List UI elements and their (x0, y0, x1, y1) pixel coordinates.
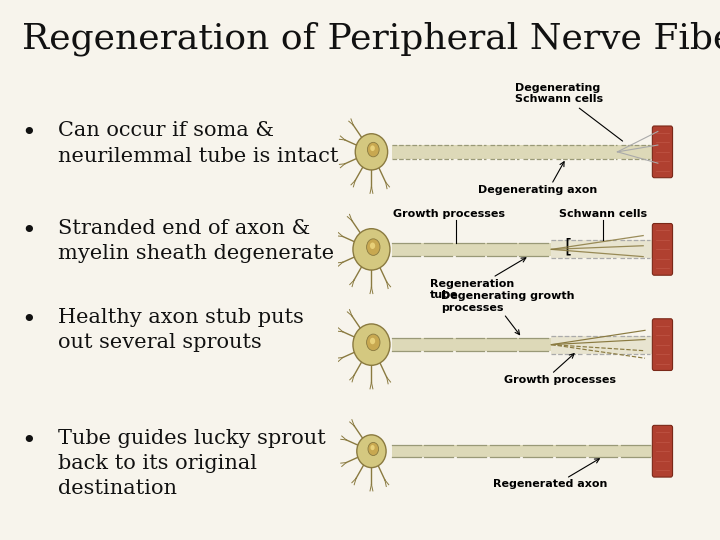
Ellipse shape (355, 134, 387, 170)
Text: Degenerating
Schwann cells: Degenerating Schwann cells (515, 83, 603, 104)
Bar (392, 338, 552, 352)
Circle shape (366, 239, 380, 255)
Text: •: • (22, 308, 36, 332)
Circle shape (368, 442, 379, 456)
Ellipse shape (353, 228, 390, 270)
Ellipse shape (353, 324, 390, 366)
Text: Growth processes: Growth processes (394, 208, 505, 219)
Bar (392, 446, 654, 457)
FancyBboxPatch shape (652, 224, 672, 275)
Text: Stranded end of axon &
myelin sheath degenerate: Stranded end of axon & myelin sheath deg… (58, 219, 334, 262)
Text: Degenerating axon: Degenerating axon (478, 185, 597, 194)
FancyBboxPatch shape (652, 126, 672, 178)
Bar (392, 145, 654, 159)
Bar (552, 240, 654, 259)
Text: Regeneration
tube: Regeneration tube (431, 279, 515, 300)
Circle shape (370, 338, 375, 345)
FancyBboxPatch shape (652, 319, 672, 370)
Text: Healthy axon stub puts
out several sprouts: Healthy axon stub puts out several sprou… (58, 308, 303, 352)
Circle shape (366, 334, 380, 350)
Text: •: • (22, 122, 36, 145)
FancyBboxPatch shape (652, 426, 672, 477)
Text: Regenerated axon: Regenerated axon (492, 480, 607, 489)
Circle shape (371, 445, 374, 450)
Text: Tube guides lucky sprout
back to its original
destination: Tube guides lucky sprout back to its ori… (58, 429, 325, 498)
Ellipse shape (357, 435, 386, 468)
Circle shape (370, 242, 375, 249)
Text: •: • (22, 219, 36, 242)
Text: Regeneration of Peripheral Nerve Fibers: Regeneration of Peripheral Nerve Fibers (22, 22, 720, 56)
Text: Schwann cells: Schwann cells (559, 208, 647, 219)
Text: Can occur if soma &
neurilemmal tube is intact: Can occur if soma & neurilemmal tube is … (58, 122, 338, 165)
Text: [: [ (564, 237, 572, 256)
Circle shape (367, 143, 379, 157)
Bar (392, 242, 552, 256)
Text: Degenerating growth
processes: Degenerating growth processes (441, 291, 575, 313)
Circle shape (370, 145, 375, 151)
Bar (552, 335, 654, 354)
Text: Growth processes: Growth processes (504, 375, 616, 386)
Text: •: • (22, 429, 36, 453)
